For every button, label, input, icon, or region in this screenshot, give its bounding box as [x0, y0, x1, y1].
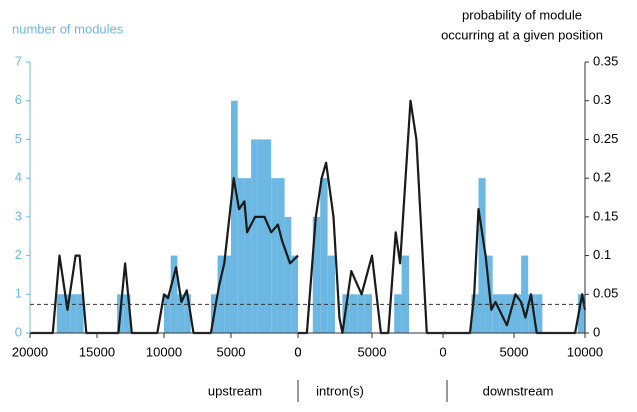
- panel-label: downstream: [483, 383, 554, 398]
- bar: [394, 294, 402, 333]
- x-tick-label: 10000: [567, 344, 603, 359]
- x-tick-label: 0: [439, 344, 446, 359]
- bar: [499, 294, 507, 333]
- bar: [271, 178, 278, 333]
- x-tick-label: 15000: [79, 344, 115, 359]
- bar: [349, 294, 358, 333]
- bar: [577, 294, 585, 333]
- bar: [170, 255, 178, 333]
- x-tick-label: 20000: [12, 344, 48, 359]
- bar: [478, 178, 486, 333]
- bar: [224, 255, 231, 333]
- panel-label: intron(s): [316, 383, 364, 398]
- y-tick-label: 3: [15, 208, 22, 223]
- x-tick-label: 0: [294, 344, 301, 359]
- probability-line: [30, 177, 299, 335]
- y-tick-label: 2: [15, 247, 22, 262]
- bar: [327, 255, 335, 333]
- probability-line: [298, 99, 446, 335]
- bar: [231, 100, 238, 333]
- bar: [56, 294, 64, 333]
- y-tick-label: 4: [15, 170, 22, 185]
- bar: [184, 294, 191, 333]
- bar: [264, 139, 272, 333]
- y2-tick-label: 0.35: [593, 53, 618, 68]
- bar: [401, 255, 409, 333]
- y-tick-label: 7: [15, 53, 22, 68]
- y-tick-label: 0: [15, 324, 22, 339]
- bar: [357, 294, 365, 333]
- y-axis-label: number of modules: [12, 21, 124, 36]
- bar: [244, 178, 252, 333]
- x-tick-label: 5000: [217, 344, 246, 359]
- y2-tick-label: 0.25: [593, 131, 618, 146]
- bar: [70, 294, 77, 333]
- x-tick-label: 10000: [146, 344, 182, 359]
- y2-tick-label: 0.1: [593, 247, 611, 262]
- bar: [514, 294, 522, 333]
- bar: [237, 178, 245, 333]
- x-tick-label: 0: [294, 344, 301, 359]
- bar: [251, 139, 258, 333]
- bar: [76, 294, 84, 333]
- y-tick-label: 6: [15, 92, 22, 107]
- bar: [312, 216, 321, 333]
- bar: [471, 294, 479, 333]
- bar: [535, 294, 543, 333]
- x-tick-label: 5000: [358, 344, 387, 359]
- bar: [277, 178, 285, 333]
- panel-label: upstream: [208, 383, 262, 398]
- bar: [492, 294, 500, 333]
- y2-axis-label: occurring at a given position: [441, 27, 603, 42]
- bar: [291, 255, 298, 333]
- bar: [63, 294, 71, 333]
- bar: [528, 294, 536, 333]
- y-tick-label: 5: [15, 131, 22, 146]
- y-tick-label: 1: [15, 286, 22, 301]
- y2-tick-label: 0.05: [593, 286, 618, 301]
- y2-axis-label: probability of module: [462, 7, 582, 22]
- bar: [123, 294, 131, 333]
- x-tick-label: 5000: [500, 344, 529, 359]
- bar: [257, 139, 265, 333]
- bar: [364, 294, 372, 333]
- y2-tick-label: 0: [593, 324, 600, 339]
- bar: [521, 255, 529, 333]
- bar: [284, 216, 292, 333]
- bar: [217, 255, 225, 333]
- y2-tick-label: 0.15: [593, 208, 618, 223]
- y2-tick-label: 0.3: [593, 92, 611, 107]
- bar: [177, 294, 185, 333]
- bar: [164, 294, 171, 333]
- bar: [320, 178, 328, 333]
- y2-tick-label: 0.2: [593, 170, 611, 185]
